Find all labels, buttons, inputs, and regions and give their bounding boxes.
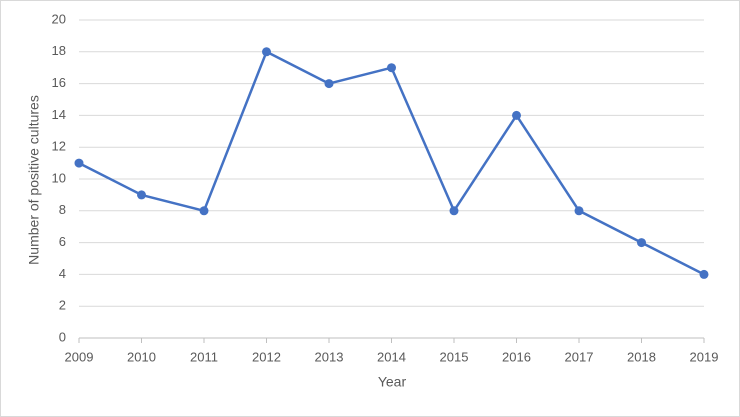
- x-tick-label: 2018: [627, 349, 656, 364]
- y-tick-label: 12: [52, 139, 66, 154]
- y-tick-label: 18: [52, 43, 66, 58]
- point: [387, 63, 396, 73]
- point: [574, 206, 584, 216]
- y-tick-label: 8: [59, 202, 66, 217]
- x-tick-label: 2013: [315, 349, 344, 364]
- x-tick-label: 2017: [565, 349, 594, 364]
- point: [324, 79, 334, 89]
- y-tick-label: 16: [52, 75, 66, 90]
- y-tick-label: 20: [52, 11, 66, 26]
- x-axis-title: Year: [378, 374, 407, 390]
- x-tick-label: 2014: [377, 349, 406, 364]
- y-axis-title: Number of positive cultures: [26, 95, 42, 265]
- x-tick-label: 2015: [440, 349, 469, 364]
- point: [137, 190, 146, 200]
- point: [449, 206, 459, 216]
- y-tick-label: 6: [59, 234, 66, 249]
- y-tick-label: 4: [59, 266, 66, 281]
- y-tick-label: 2: [59, 298, 66, 313]
- point: [637, 238, 646, 248]
- x-tick-label: 2009: [65, 349, 94, 364]
- y-tick-label: 10: [52, 170, 66, 185]
- x-tick-label: 2019: [690, 349, 719, 364]
- x-tick-label: 2016: [502, 349, 531, 364]
- point: [74, 158, 84, 168]
- point: [699, 269, 709, 279]
- point: [262, 47, 271, 57]
- x-tick-label: 2012: [252, 349, 281, 364]
- y-tick-label: 14: [52, 107, 66, 122]
- point: [512, 110, 521, 120]
- y-tick-label: 0: [59, 329, 66, 344]
- point: [199, 206, 209, 216]
- x-tick-label: 2010: [127, 349, 156, 364]
- x-tick-label: 2011: [190, 349, 218, 364]
